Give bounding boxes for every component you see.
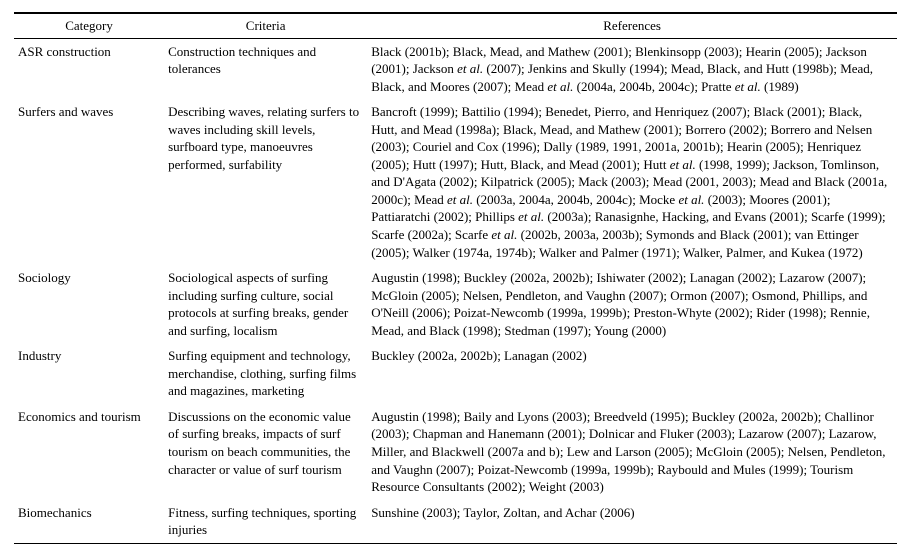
cell-criteria: Surfing equipment and technology, mercha…	[164, 343, 367, 404]
cell-references: Sunshine (2003); Taylor, Zoltan, and Ach…	[367, 500, 897, 544]
table-row: Industry Surfing equipment and technolog…	[14, 343, 897, 404]
table-row: Sociology Sociological aspects of surfin…	[14, 265, 897, 343]
cell-references: Bancroft (1999); Battilio (1994); Benede…	[367, 99, 897, 265]
cell-criteria: Discussions on the economic value of sur…	[164, 404, 367, 500]
col-header-category: Category	[14, 13, 164, 38]
table-row: Surfers and waves Describing waves, rela…	[14, 99, 897, 265]
cell-references: Augustin (1998); Baily and Lyons (2003);…	[367, 404, 897, 500]
table-row: ASR construction Construction techniques…	[14, 38, 897, 99]
cell-references: Augustin (1998); Buckley (2002a, 2002b);…	[367, 265, 897, 343]
cell-criteria: Sociological aspects of surfing includin…	[164, 265, 367, 343]
cell-references: Black (2001b); Black, Mead, and Mathew (…	[367, 38, 897, 99]
col-header-references: References	[367, 13, 897, 38]
cell-category: Industry	[14, 343, 164, 404]
cell-references: Buckley (2002a, 2002b); Lanagan (2002)	[367, 343, 897, 404]
cell-category: Sociology	[14, 265, 164, 343]
table-row: Biomechanics Fitness, surfing techniques…	[14, 500, 897, 544]
cell-category: Economics and tourism	[14, 404, 164, 500]
cell-criteria: Fitness, surfing techniques, sporting in…	[164, 500, 367, 544]
cell-category: Surfers and waves	[14, 99, 164, 265]
cell-criteria: Construction techniques and tolerances	[164, 38, 367, 99]
literature-category-table: Category Criteria References ASR constru…	[14, 12, 897, 544]
col-header-criteria: Criteria	[164, 13, 367, 38]
cell-category: ASR construction	[14, 38, 164, 99]
cell-criteria: Describing waves, relating surfers to wa…	[164, 99, 367, 265]
cell-category: Biomechanics	[14, 500, 164, 544]
table-row: Economics and tourism Discussions on the…	[14, 404, 897, 500]
table-header-row: Category Criteria References	[14, 13, 897, 38]
